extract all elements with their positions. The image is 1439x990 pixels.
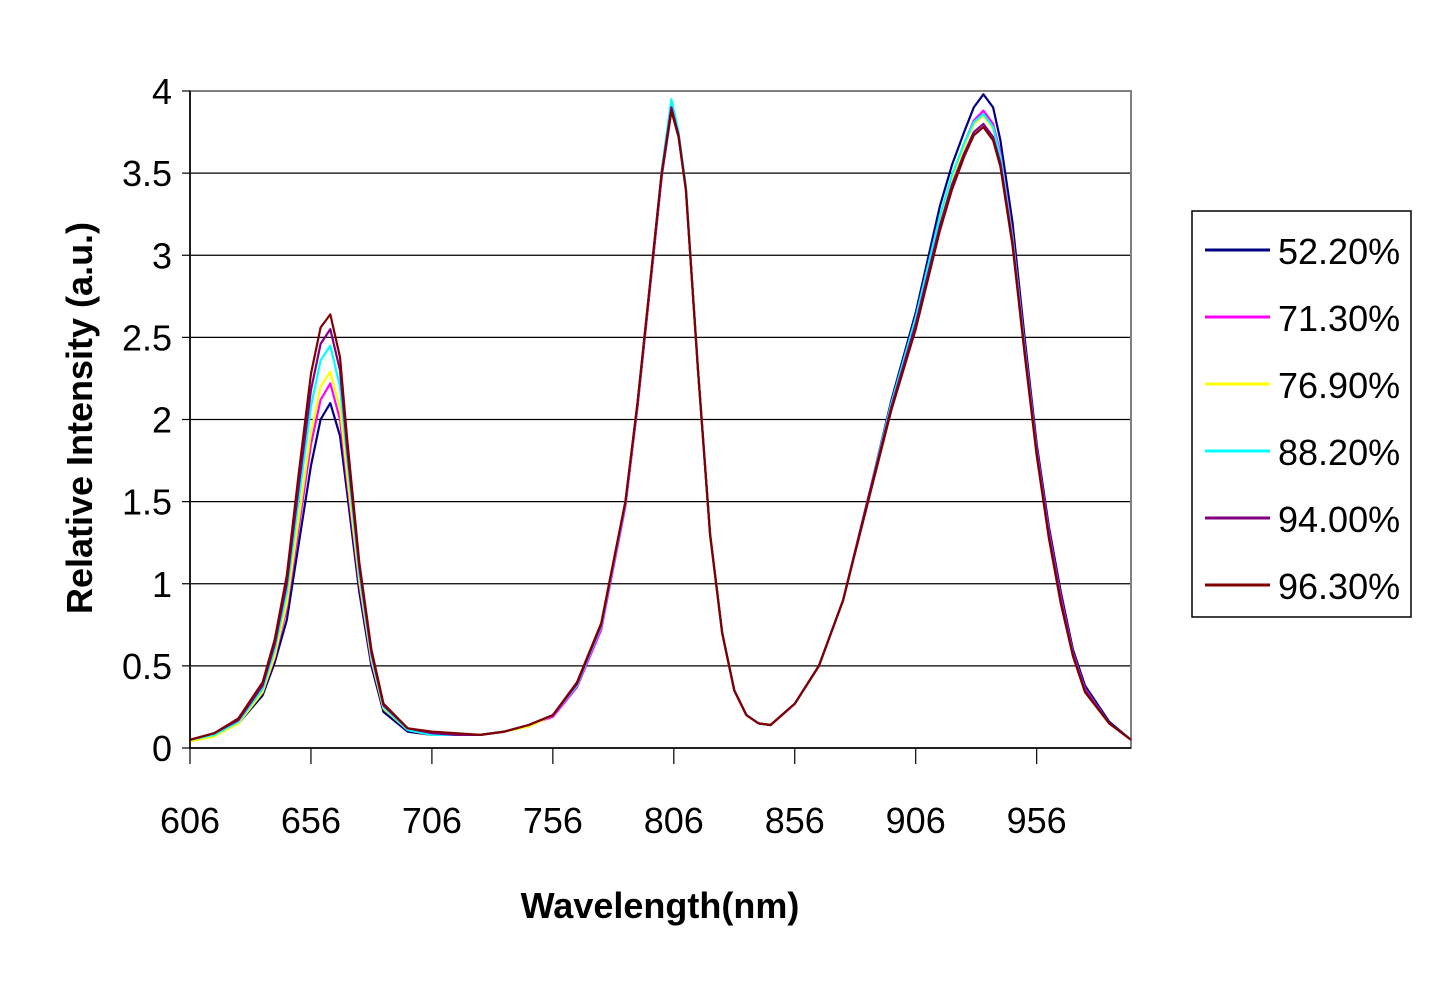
y-axis-ticks: 0 0.5 1 1.5 2 2.5 3 3.5 4	[122, 71, 190, 769]
x-tick-label: 856	[765, 800, 825, 841]
legend-label: 71.30%	[1278, 298, 1400, 339]
y-axis-title: Relative Intensity (a.u.)	[59, 222, 100, 614]
x-tick-label: 606	[160, 800, 220, 841]
series-lines	[189, 93, 1132, 743]
legend-label: 96.30%	[1278, 566, 1400, 607]
y-tick-label: 2	[152, 400, 172, 441]
y-tick-label: 1.5	[122, 482, 172, 523]
x-tick-label: 906	[886, 800, 946, 841]
x-axis-ticks: 606 656 706 756 806 856 906 956	[160, 748, 1067, 841]
legend-label: 76.90%	[1278, 365, 1400, 406]
y-tick-label: 2.5	[122, 317, 172, 358]
x-tick-label: 656	[281, 800, 341, 841]
y-tick-label: 4	[152, 71, 172, 112]
y-tick-label: 3	[152, 235, 172, 276]
x-axis-title: Wavelength(nm)	[521, 885, 800, 926]
x-tick-label: 956	[1007, 800, 1067, 841]
legend-label: 88.20%	[1278, 432, 1400, 473]
legend-box	[1191, 210, 1412, 618]
gridlines	[190, 172, 1131, 667]
y-tick-label: 0.5	[122, 646, 172, 687]
legend-label: 52.20%	[1278, 231, 1400, 272]
y-tick-label: 1	[152, 564, 172, 605]
legend-label: 94.00%	[1278, 499, 1400, 540]
x-tick-label: 706	[402, 800, 462, 841]
legend: 52.20% 71.30% 76.90% 88.20% 94.00% 96.30%	[1191, 210, 1412, 618]
y-tick-label: 3.5	[122, 153, 172, 194]
y-tick-label: 0	[152, 728, 172, 769]
x-tick-label: 806	[644, 800, 704, 841]
series-line-6	[189, 109, 1132, 741]
x-tick-label: 756	[523, 800, 583, 841]
